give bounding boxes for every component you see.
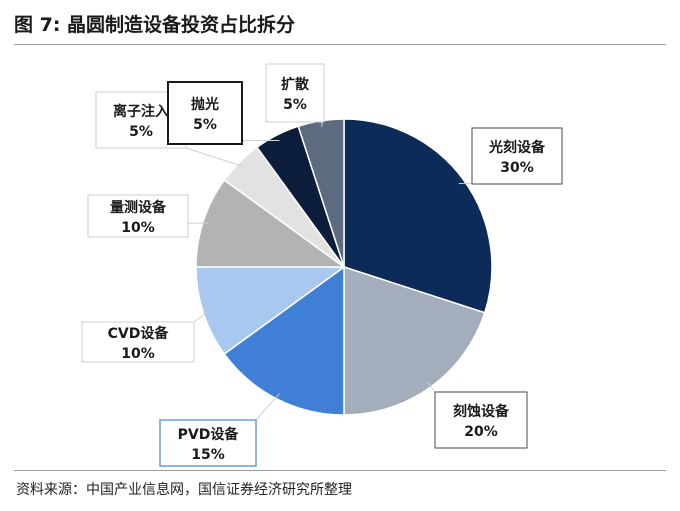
slice-value-6: 5% <box>193 117 217 133</box>
slice-value-2: 15% <box>191 447 225 463</box>
slice-label-6: 抛光 <box>191 96 219 113</box>
leader-line-2 <box>255 393 280 421</box>
leader-line-5 <box>185 147 244 168</box>
pie-slice-4 <box>195 178 347 268</box>
callout-box-7 <box>265 63 325 123</box>
leader-line-1 <box>427 381 436 393</box>
slice-label-7: 扩散 <box>281 76 310 93</box>
leader-line-3 <box>193 310 210 323</box>
pie-chart: 光刻设备 30% 刻蚀设备 20% PVD设备 15% CVD设备 10% 量测设备 10% 离子注… <box>81 63 563 467</box>
slice-value-4: 10% <box>121 220 155 236</box>
slice-label-2: PVD设备 <box>178 426 240 443</box>
source-divider <box>14 470 666 471</box>
callout-box-2 <box>159 419 257 467</box>
slice-value-7: 5% <box>283 97 307 113</box>
callout-box-3 <box>81 321 195 363</box>
title-divider <box>14 44 666 45</box>
slice-value-1: 20% <box>464 424 498 440</box>
pie-slice-3 <box>195 266 347 356</box>
pie-slice-2 <box>223 265 345 416</box>
callout-box-4 <box>87 194 189 238</box>
callout-box-6 <box>167 81 243 145</box>
slice-label-0: 光刻设备 <box>488 139 546 156</box>
slice-label-4: 量测设备 <box>110 199 167 216</box>
slice-value-5: 5% <box>129 124 153 140</box>
pie-slice-0 <box>343 118 493 314</box>
callout-box-1 <box>434 391 528 449</box>
chart-title: 图 7: 晶圆制造设备投资占比拆分 <box>14 14 296 36</box>
slice-value-3: 10% <box>121 346 155 362</box>
source-note: 资料来源：中国产业信息网，国信证券经济研究所整理 <box>16 482 352 498</box>
slice-label-5: 离子注入 <box>113 103 169 120</box>
slice-value-0: 30% <box>500 160 534 176</box>
slice-label-3: CVD设备 <box>108 325 170 342</box>
slice-label-1: 刻蚀设备 <box>453 403 510 420</box>
pie-callouts: 光刻设备 30% 刻蚀设备 20% PVD设备 15% CVD设备 10% 量测设备 10% 离子注… <box>81 63 563 467</box>
callout-box-0 <box>471 127 563 185</box>
pie-slices <box>195 118 493 416</box>
